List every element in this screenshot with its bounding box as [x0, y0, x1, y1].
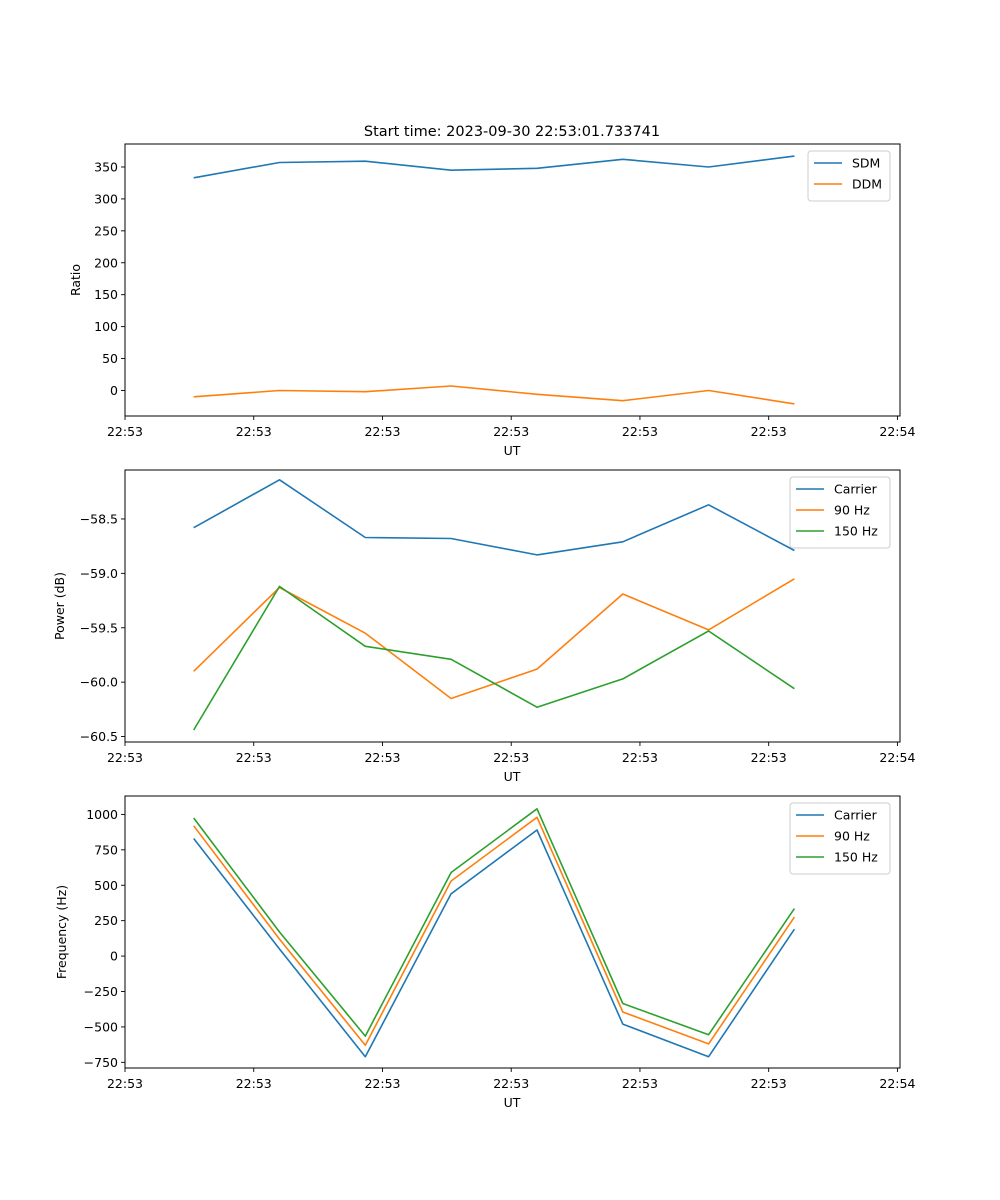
ratio-x-axis-label: UT — [504, 443, 521, 458]
ratio-x-tick-label: 22:53 — [493, 424, 529, 439]
power-x-tick-label: 22:53 — [236, 750, 272, 765]
ratio-y-tick-label: 200 — [94, 255, 118, 270]
frequency-x-tick-label: 22:53 — [493, 1076, 529, 1091]
ratio-legend: SDM DDM — [807, 150, 891, 202]
frequency-x-tick-label: 22:53 — [236, 1076, 272, 1091]
power-y-tick-label: −60.0 — [80, 675, 118, 690]
ratio-x-tick-label: 22:53 — [364, 424, 400, 439]
frequency-x-tick-label: 22:53 — [107, 1076, 143, 1091]
ratio-y-tick-label: 50 — [102, 351, 118, 366]
frequency-y-tick-label: −250 — [84, 984, 118, 999]
frequency-y-tick-label: 250 — [94, 913, 118, 928]
power-x-tick-label: 22:53 — [622, 750, 658, 765]
ratio-y-tick-label: 350 — [94, 159, 118, 174]
power-x-tick-label: 22:53 — [493, 750, 529, 765]
figure-title: Start time: 2023-09-30 22:53:01.733741 — [364, 124, 660, 140]
power-series-line-150-hz — [193, 585, 795, 731]
ratio-y-axis-label: Ratio — [68, 264, 83, 296]
ratio-y-tick-label: 300 — [94, 191, 118, 206]
frequency-x-tick-label: 22:53 — [364, 1076, 400, 1091]
power-series-line-carrier — [193, 478, 795, 556]
frequency-y-tick-label: 500 — [94, 878, 118, 893]
frequency-x-tick-label: 22:53 — [622, 1076, 658, 1091]
power-x-tick-label: 22:53 — [364, 750, 400, 765]
frequency-y-tick-label: 750 — [94, 842, 118, 857]
power-legend: Carrier 90 Hz 150 Hz — [789, 476, 891, 549]
frequency-y-tick-label: 0 — [110, 949, 118, 964]
ratio-x-tick-label: 22:53 — [751, 424, 787, 439]
ratio-x-tick-label: 22:53 — [236, 424, 272, 439]
power-axes-frame — [124, 469, 901, 743]
frequency-series-line-150-hz — [193, 807, 796, 1037]
frequency-series-line-carrier — [193, 829, 796, 1058]
frequency-y-tick-label: 1000 — [86, 807, 118, 822]
ratio-series-line-ddm — [193, 385, 795, 405]
power-x-axis-label: UT — [504, 769, 521, 784]
frequency-legend-label: 150 Hz — [834, 850, 878, 865]
ratio-legend-label: SDM — [852, 156, 880, 171]
power-y-tick-label: −60.5 — [80, 729, 118, 744]
power-panel: 22:53 22:53 22:53 22:53 22:53 22:53 22:54 −60.5… — [52, 469, 915, 784]
frequency-legend-label: 90 Hz — [834, 829, 870, 844]
ratio-legend-label: DDM — [852, 177, 882, 192]
power-legend-label: 150 Hz — [834, 524, 878, 539]
ratio-x-tick-label: 22:53 — [107, 424, 143, 439]
power-x-tick-label: 22:53 — [751, 750, 787, 765]
ratio-x-tick-label: 22:54 — [879, 424, 915, 439]
frequency-x-axis-label: UT — [504, 1095, 521, 1110]
frequency-series-line-90-hz — [193, 816, 796, 1047]
ratio-panel: 22:53 22:53 22:53 22:53 22:53 22:53 22:54 0 50 10… — [68, 143, 915, 458]
frequency-legend: Carrier 90 Hz 150 Hz — [789, 802, 891, 875]
ratio-x-tick-label: 22:53 — [622, 424, 658, 439]
ratio-series-line-sdm — [193, 155, 795, 179]
frequency-y-tick-label: −750 — [84, 1055, 118, 1070]
power-x-tick-label: 22:54 — [879, 750, 915, 765]
ratio-y-tick-label: 0 — [110, 383, 118, 398]
frequency-y-tick-label: −500 — [84, 1019, 118, 1034]
ratio-y-tick-label: 250 — [94, 223, 118, 238]
power-y-tick-label: −59.5 — [80, 620, 118, 635]
power-y-tick-label: −59.0 — [80, 566, 118, 581]
frequency-panel: 22:53 22:53 22:53 22:53 22:53 22:53 22:54 −750 −… — [54, 795, 915, 1110]
power-y-axis-label: Power (dB) — [52, 572, 67, 640]
frequency-x-tick-label: 22:54 — [879, 1076, 915, 1091]
power-legend-label: 90 Hz — [834, 503, 870, 518]
power-x-tick-label: 22:53 — [107, 750, 143, 765]
frequency-y-axis-label: Frequency (Hz) — [54, 885, 69, 979]
ratio-y-tick-label: 100 — [94, 319, 118, 334]
power-y-tick-label: −58.5 — [80, 511, 118, 526]
ratio-y-tick-label: 150 — [94, 287, 118, 302]
power-legend-label: Carrier — [834, 482, 878, 497]
ratio-axes-frame — [124, 143, 901, 417]
frequency-legend-label: Carrier — [834, 808, 878, 823]
frequency-axes-frame — [124, 795, 901, 1069]
frequency-x-tick-label: 22:53 — [751, 1076, 787, 1091]
